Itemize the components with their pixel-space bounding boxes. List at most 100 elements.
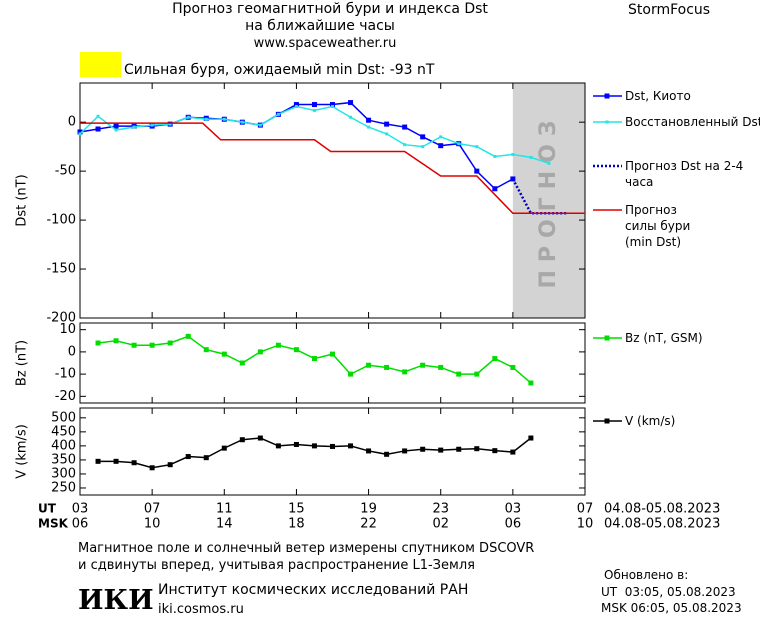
brand: StormFocus bbox=[628, 2, 711, 18]
updated-msk: MSK 06:05, 05.08.2023 bbox=[601, 601, 742, 615]
y-tick-label: 500 bbox=[51, 410, 76, 425]
data-point bbox=[384, 121, 390, 127]
data-point bbox=[439, 135, 443, 139]
data-point bbox=[95, 126, 101, 132]
y-tick-label: 450 bbox=[51, 424, 76, 439]
legend-label: Прогноз Dst на 2-4 часа bbox=[625, 159, 744, 189]
data-point bbox=[150, 123, 154, 127]
data-point bbox=[185, 454, 191, 460]
x-tick-label: 06 bbox=[505, 517, 522, 532]
data-point bbox=[457, 142, 461, 146]
data-point bbox=[203, 455, 209, 461]
data-point bbox=[420, 446, 426, 452]
y-tick-label: -20 bbox=[55, 389, 76, 404]
data-point bbox=[113, 458, 119, 464]
data-point bbox=[293, 441, 299, 447]
y-axis-title: Bz (nT) bbox=[15, 340, 30, 386]
data-point bbox=[186, 115, 190, 119]
data-point bbox=[510, 364, 516, 370]
legend-label: Восстановленный Dst bbox=[625, 115, 760, 129]
y-tick-label: 350 bbox=[51, 452, 76, 467]
legend-swatch bbox=[605, 120, 609, 124]
x-tick-label: 10 bbox=[577, 517, 594, 532]
data-point bbox=[78, 132, 82, 136]
data-point bbox=[331, 105, 334, 108]
footer-note: и сдвинуты вперед, учитывая распростране… bbox=[78, 558, 475, 573]
status-color bbox=[80, 52, 121, 77]
date-range: 04.08-05.08.2023 bbox=[604, 517, 720, 532]
data-point bbox=[221, 351, 227, 357]
legend-label: Dst, Киото bbox=[625, 89, 691, 103]
data-point bbox=[438, 364, 444, 370]
forecast-label: ПРОГНОЗ bbox=[536, 112, 561, 288]
data-point bbox=[511, 152, 515, 156]
y-tick-label: -100 bbox=[46, 213, 76, 228]
data-point bbox=[96, 114, 100, 118]
subtitle: на ближайшие часы bbox=[245, 18, 395, 34]
data-point bbox=[240, 120, 244, 124]
data-point bbox=[421, 145, 425, 149]
data-point bbox=[312, 108, 316, 112]
x-tick-label: 19 bbox=[360, 502, 377, 517]
data-point bbox=[456, 446, 462, 452]
data-point bbox=[276, 112, 280, 116]
data-point bbox=[402, 448, 408, 454]
data-point bbox=[275, 443, 281, 449]
data-point bbox=[204, 117, 208, 121]
x-tick-label: 18 bbox=[288, 517, 305, 532]
y-tick-label: 400 bbox=[51, 438, 76, 453]
data-point bbox=[131, 460, 137, 466]
status-text: Сильная буря, ожидаемый min Dst: -93 nT bbox=[124, 62, 435, 78]
y-tick-label: -50 bbox=[55, 164, 76, 179]
data-point bbox=[529, 155, 533, 159]
data-point bbox=[492, 356, 498, 362]
data-point bbox=[311, 356, 317, 362]
data-point bbox=[384, 451, 390, 457]
data-point bbox=[474, 168, 480, 174]
y-tick-label: -200 bbox=[46, 311, 76, 326]
data-point bbox=[348, 371, 354, 377]
y-tick-label: 0 bbox=[68, 344, 76, 359]
x-tick-label: 03 bbox=[72, 502, 89, 517]
data-point bbox=[275, 342, 281, 348]
legend-swatch bbox=[604, 418, 610, 424]
data-point bbox=[385, 132, 389, 136]
data-point bbox=[95, 340, 101, 346]
data-point bbox=[475, 145, 479, 149]
data-point bbox=[493, 154, 497, 158]
title: Прогноз геомагнитной бури и индекса Dst bbox=[172, 1, 488, 17]
x-tick-label: 02 bbox=[432, 517, 449, 532]
data-point bbox=[366, 117, 372, 123]
data-point bbox=[438, 447, 444, 453]
data-point bbox=[366, 362, 372, 368]
data-point bbox=[456, 371, 462, 377]
data-point bbox=[257, 349, 263, 355]
data-point bbox=[528, 435, 534, 441]
data-point bbox=[311, 102, 317, 108]
data-point bbox=[402, 369, 408, 375]
series-line bbox=[79, 105, 550, 165]
data-point bbox=[95, 458, 101, 464]
x-tick-label: 11 bbox=[216, 502, 233, 517]
url: www.spaceweather.ru bbox=[253, 36, 397, 51]
y-axis-title: Dst (nT) bbox=[15, 174, 30, 226]
x-tick-label: 15 bbox=[288, 502, 305, 517]
legend-label: V (km/s) bbox=[625, 414, 676, 428]
data-point bbox=[420, 134, 426, 140]
plot-frame bbox=[79, 407, 586, 496]
data-point bbox=[239, 437, 245, 443]
x-tick-label: 03 bbox=[505, 502, 522, 517]
data-point bbox=[474, 446, 480, 452]
site: iki.cosmos.ru bbox=[158, 602, 244, 617]
series-line bbox=[98, 437, 532, 469]
data-point bbox=[403, 143, 407, 147]
x-tick-label: 14 bbox=[216, 517, 233, 532]
data-point bbox=[132, 125, 136, 129]
legend-swatch bbox=[604, 335, 610, 341]
data-point bbox=[330, 351, 335, 357]
institute: Институт космических исследований РАН bbox=[158, 582, 469, 598]
data-point bbox=[185, 333, 191, 339]
data-point bbox=[239, 360, 245, 366]
data-point bbox=[330, 102, 335, 108]
